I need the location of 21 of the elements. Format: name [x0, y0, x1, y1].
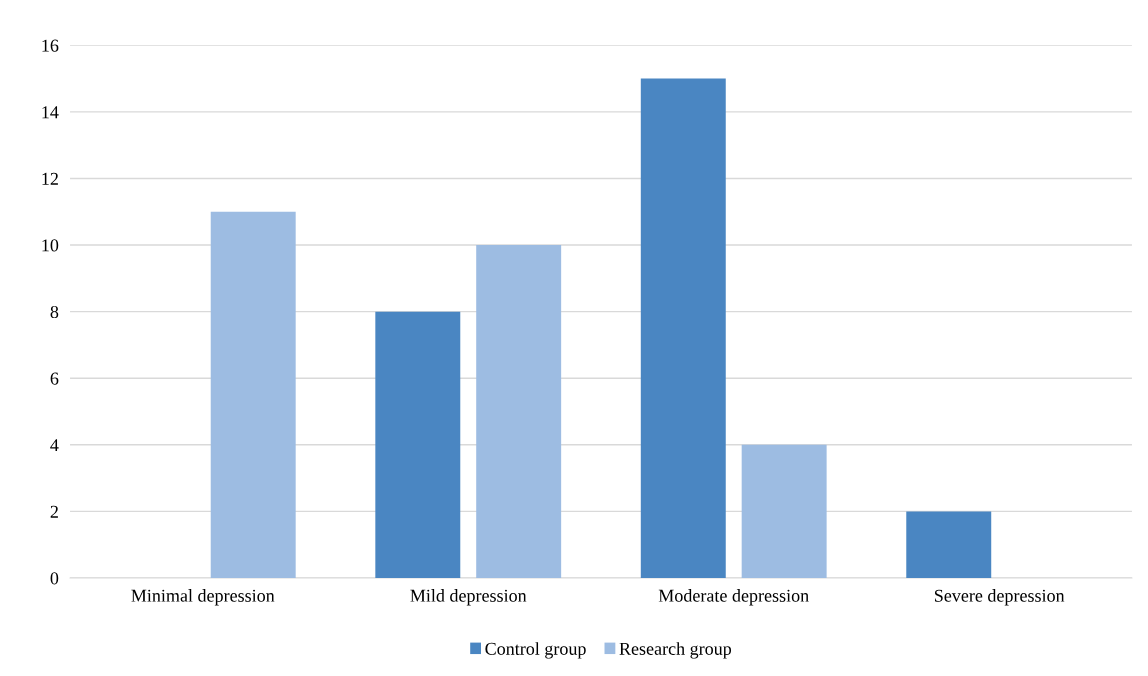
legend-label: Research group — [619, 642, 732, 659]
x-tick-label: Minimal depression — [131, 589, 275, 606]
y-tick-label: 0 — [50, 572, 59, 585]
legend-label: Control group — [485, 642, 586, 659]
y-tick-label: 4 — [50, 439, 59, 452]
x-tick-label: Severe depression — [934, 589, 1065, 606]
bar — [906, 511, 992, 578]
y-tick-label: 14 — [42, 106, 59, 119]
x-tick-label: Moderate depression — [658, 589, 809, 606]
y-tick-label: 10 — [42, 239, 59, 252]
bar — [741, 444, 827, 578]
y-tick-label: 16 — [42, 39, 59, 52]
bar — [210, 211, 296, 578]
y-tick-label: 6 — [50, 372, 59, 385]
bar — [476, 245, 562, 578]
bar — [640, 78, 726, 578]
x-tick-label: Mild depression — [410, 589, 527, 606]
y-tick-label: 8 — [50, 305, 59, 319]
bar — [375, 311, 461, 578]
y-tick-label: 12 — [42, 172, 58, 185]
y-tick-label: 2 — [50, 505, 58, 518]
